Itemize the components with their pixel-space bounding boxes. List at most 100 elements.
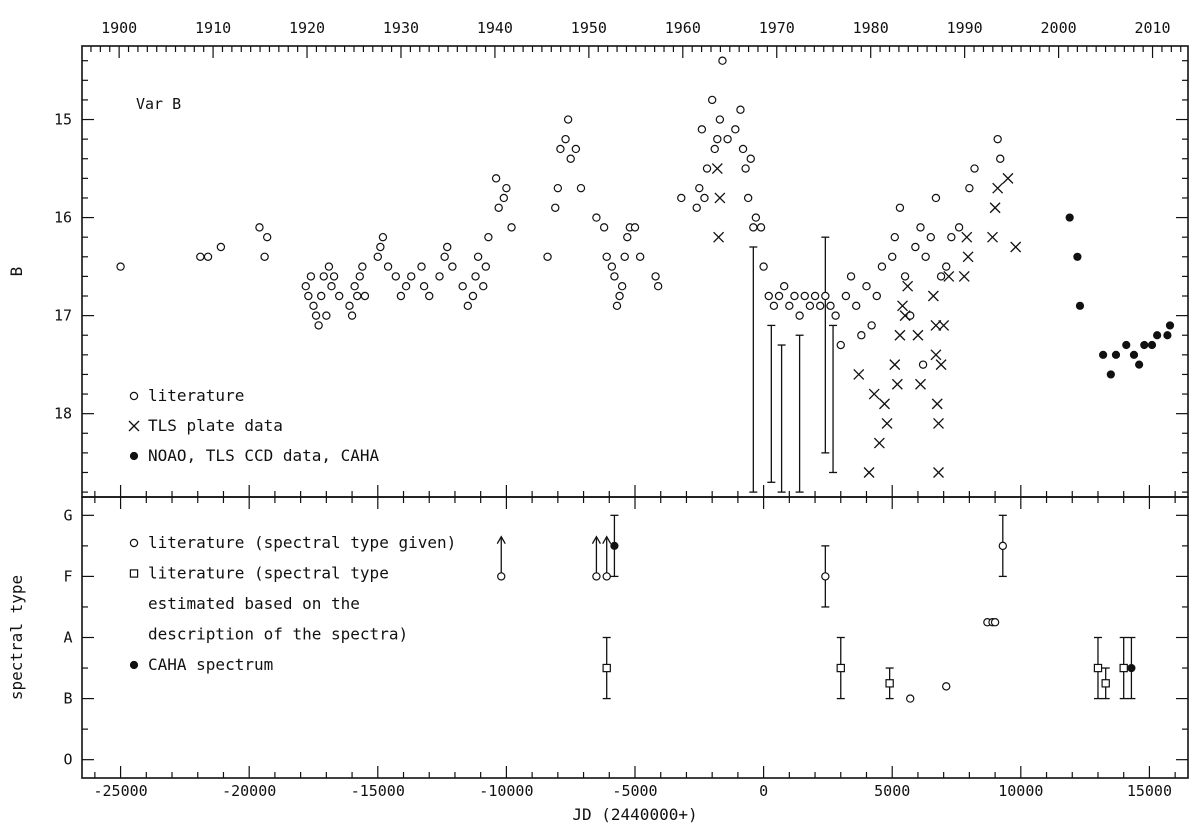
literature-point bbox=[936, 272, 946, 281]
y-axis-label-bottom: spectral type bbox=[7, 575, 26, 700]
literature-point bbox=[695, 183, 704, 193]
literature-point bbox=[255, 223, 264, 232]
tls-plate-point-stroke bbox=[989, 202, 1001, 214]
y-tick-label: 16 bbox=[54, 209, 72, 227]
tls-plate-point bbox=[879, 398, 890, 410]
ccd-data-point bbox=[1106, 370, 1115, 379]
tls-plate-point-stroke bbox=[992, 182, 1004, 194]
literature-point bbox=[484, 232, 493, 242]
literature-point bbox=[906, 311, 915, 320]
tls-plate-point bbox=[713, 231, 725, 243]
literature-point bbox=[479, 282, 488, 291]
ccd-data-point bbox=[1065, 213, 1074, 222]
tls-plate-point-stroke bbox=[853, 368, 865, 380]
tls-plate-point-stroke bbox=[935, 359, 947, 371]
spectral-literature-point bbox=[942, 682, 951, 691]
literature-point bbox=[795, 311, 804, 320]
ccd-data-point bbox=[1122, 340, 1131, 350]
literature-point bbox=[345, 301, 354, 311]
arrow-head bbox=[602, 535, 612, 545]
literature-point bbox=[216, 242, 226, 252]
tls-plate-point bbox=[889, 359, 901, 371]
x-tick-label: 10000 bbox=[998, 782, 1043, 800]
literature-point bbox=[443, 242, 452, 252]
literature-point bbox=[895, 203, 905, 212]
literature-point bbox=[921, 252, 930, 261]
literature-point bbox=[857, 331, 866, 340]
tls-plate-point-stroke bbox=[912, 329, 924, 341]
literature-point bbox=[319, 272, 328, 281]
literature-point bbox=[391, 272, 400, 281]
ccd-data-point bbox=[1165, 321, 1175, 330]
tls-plate-point-stroke bbox=[863, 467, 875, 478]
literature-point bbox=[926, 232, 935, 242]
tls-plate-point bbox=[891, 378, 903, 390]
literature-point bbox=[561, 134, 570, 144]
literature-point bbox=[810, 291, 820, 301]
y-tick-label: 17 bbox=[54, 307, 72, 325]
literature-point bbox=[635, 252, 645, 261]
literature-point bbox=[317, 291, 326, 301]
literature-point bbox=[852, 301, 861, 311]
legend-label: estimated based on the bbox=[148, 594, 360, 613]
spectral-tick-label: F bbox=[63, 567, 72, 585]
tls-plate-point bbox=[868, 388, 880, 400]
literature-point bbox=[970, 164, 979, 173]
literature-point bbox=[718, 56, 727, 65]
literature-point bbox=[756, 223, 766, 232]
literature-point bbox=[401, 282, 411, 291]
legend-label: CAHA spectrum bbox=[148, 655, 273, 674]
spectral-estimated-point bbox=[1119, 663, 1128, 673]
tls-plate-point bbox=[935, 359, 947, 371]
legend-marker bbox=[129, 391, 139, 401]
literature-point bbox=[491, 174, 501, 183]
literature-point bbox=[862, 282, 871, 291]
literature-point bbox=[677, 193, 686, 203]
literature-point bbox=[738, 144, 748, 154]
tls-plate-point-stroke bbox=[873, 437, 885, 449]
literature-point bbox=[196, 252, 205, 261]
x-tick-label: -5000 bbox=[612, 782, 657, 800]
caha-spectrum-point bbox=[610, 541, 619, 550]
spectral-estimated-point bbox=[602, 663, 611, 673]
tls-plate-point-stroke bbox=[711, 163, 723, 175]
literature-point bbox=[407, 272, 416, 281]
literature-point bbox=[260, 252, 269, 261]
tls-plate-point-stroke bbox=[938, 319, 950, 331]
spectral-literature-point bbox=[497, 572, 506, 581]
x-tick-label: 0 bbox=[759, 782, 768, 800]
tls-plate-point-stroke bbox=[902, 280, 914, 292]
year-tick-label: 1910 bbox=[195, 19, 231, 37]
literature-point bbox=[543, 252, 552, 261]
year-tick-label: 1950 bbox=[571, 19, 607, 37]
literature-point bbox=[692, 203, 701, 212]
legend-marker-stroke bbox=[128, 420, 140, 432]
literature-point bbox=[911, 242, 920, 252]
tls-plate-point-stroke bbox=[943, 270, 955, 282]
spectral-estimated-point bbox=[1093, 663, 1103, 673]
literature-point bbox=[993, 134, 1002, 144]
literature-point bbox=[918, 360, 928, 369]
tls-plate-point-stroke bbox=[933, 418, 944, 429]
tls-plate-point bbox=[962, 251, 974, 263]
tls-plate-point bbox=[897, 300, 908, 312]
literature-point bbox=[358, 262, 367, 271]
tls-plate-point bbox=[873, 437, 885, 449]
literature-point bbox=[360, 291, 370, 301]
tls-plate-point-stroke bbox=[930, 319, 942, 331]
legend-marker bbox=[129, 538, 139, 548]
literature-point bbox=[347, 311, 357, 320]
literature-point bbox=[841, 291, 851, 301]
literature-point bbox=[378, 232, 388, 242]
tls-plate-point-stroke bbox=[1002, 172, 1014, 184]
year-tick-label: 2010 bbox=[1134, 19, 1170, 37]
ccd-data-point bbox=[1140, 340, 1149, 350]
literature-point bbox=[425, 291, 434, 301]
legend-label: TLS plate data bbox=[148, 416, 283, 435]
spectral-tick-label: O bbox=[63, 751, 72, 769]
tls-plate-point-stroke bbox=[987, 231, 998, 243]
literature-point bbox=[571, 144, 581, 154]
literature-point bbox=[617, 282, 627, 291]
literature-point bbox=[630, 223, 640, 232]
